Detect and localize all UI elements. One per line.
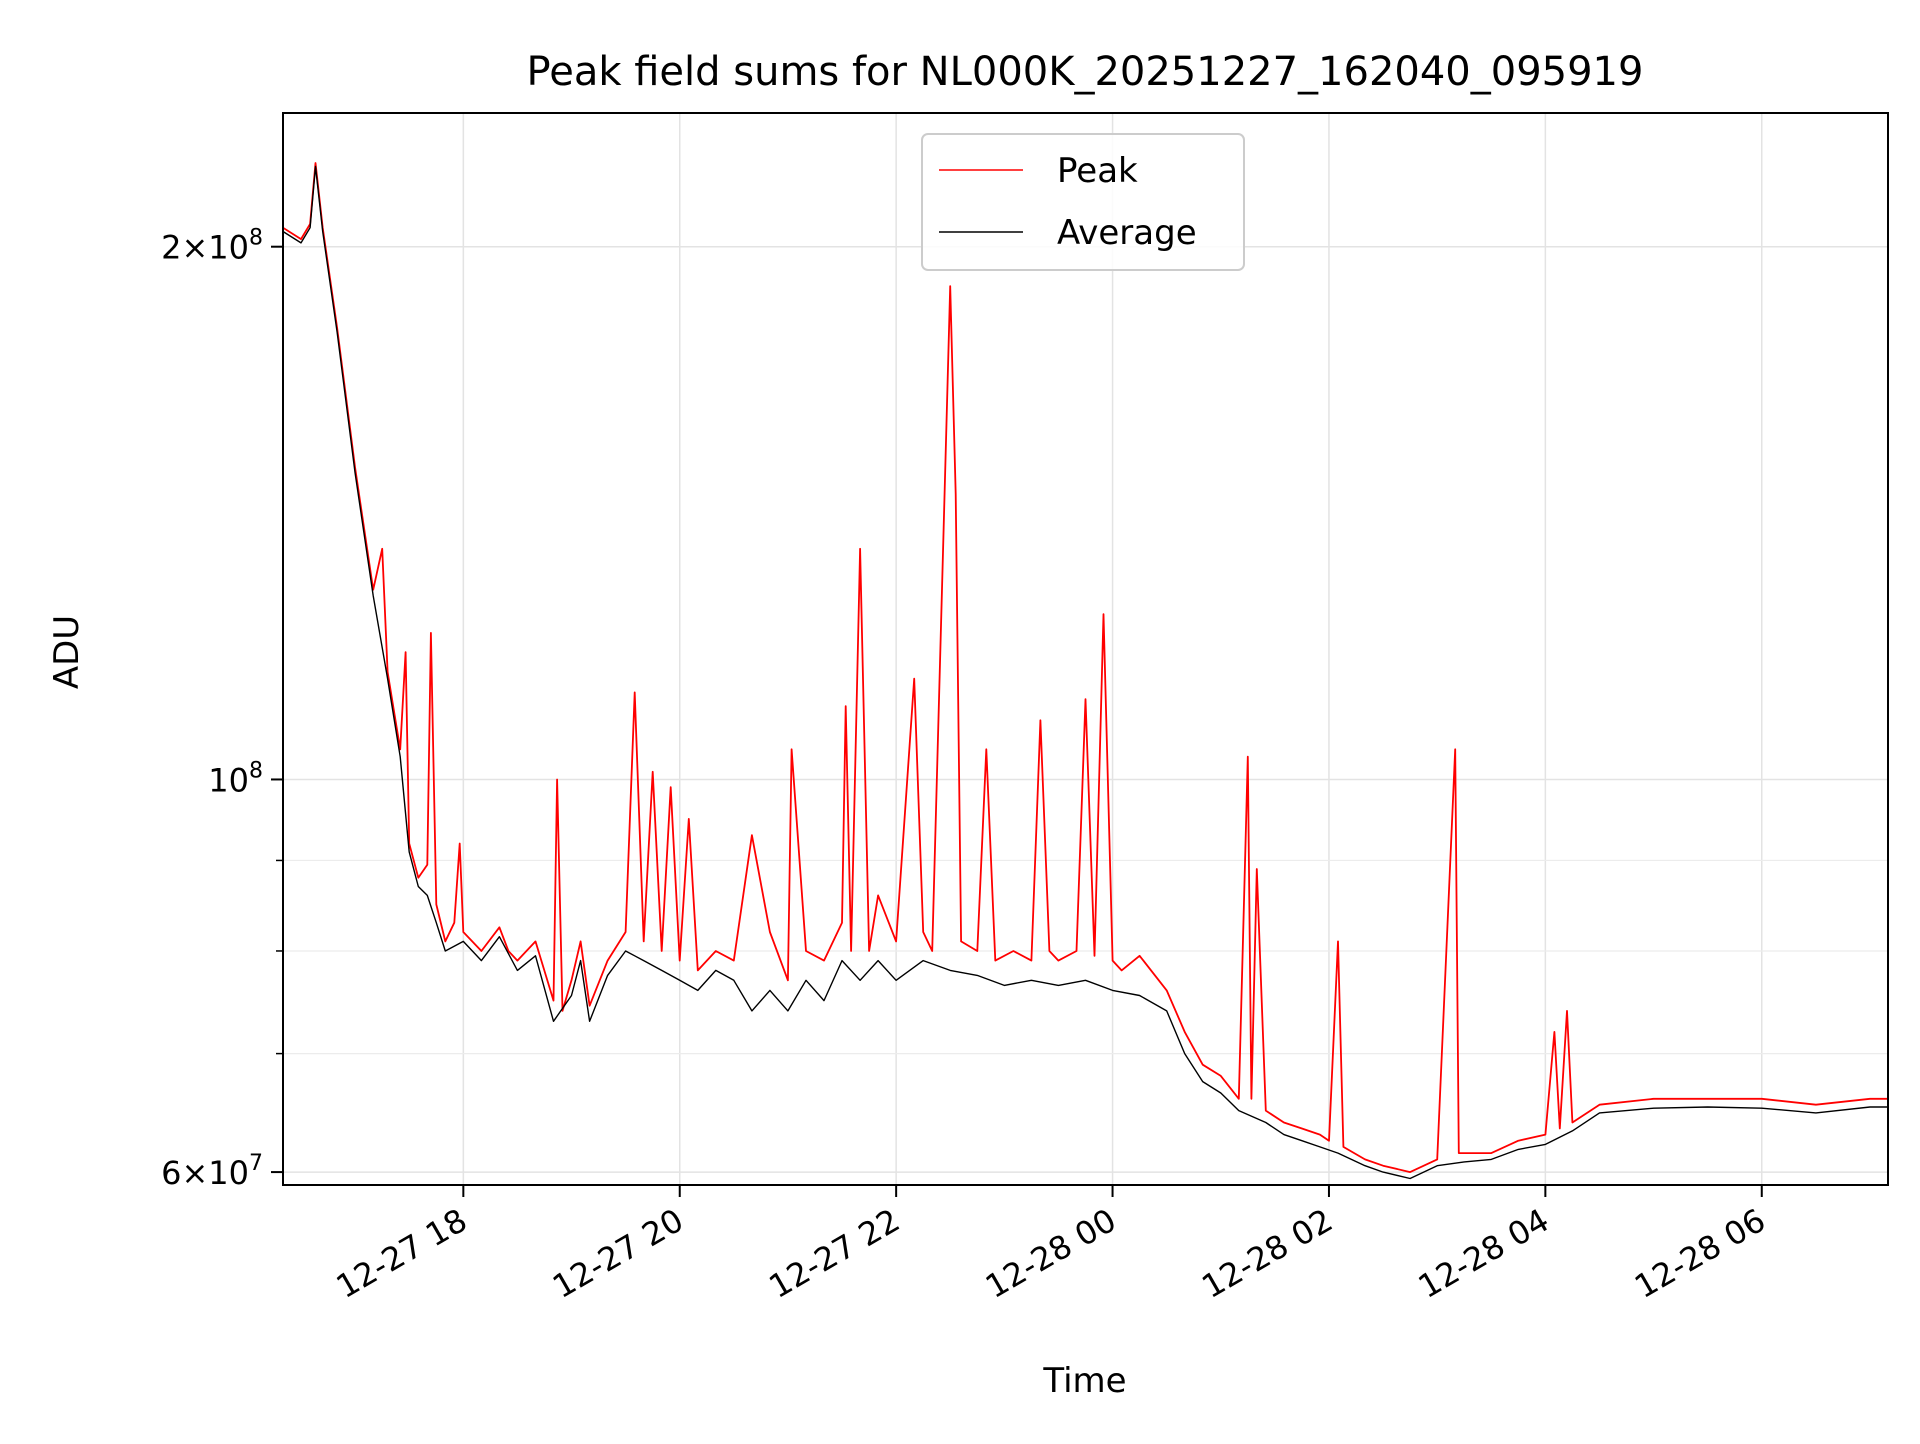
x-tick-label: 12-27 20 (546, 1201, 690, 1306)
y-tick-label: 108 (208, 758, 263, 799)
axes-frame (282, 112, 1889, 1186)
x-tick-label: 12-27 22 (763, 1201, 907, 1306)
chart-title: Peak field sums for NL000K_20251227_1620… (527, 49, 1644, 95)
x-tick-label: 12-28 06 (1628, 1201, 1772, 1306)
x-axis-label: Time (1042, 1361, 1126, 1401)
legend-average-label: Average (1057, 213, 1197, 253)
x-tick-label: 12-27 18 (330, 1201, 474, 1306)
x-axis-ticks: 12-27 18 12-27 20 12-27 22 12-28 00 12-28 02… (330, 1185, 1772, 1306)
legend-peak-label: Peak (1057, 151, 1138, 191)
y-tick-label: 6×107 (161, 1151, 263, 1192)
plot-area (283, 162, 1888, 1180)
legend-box (921, 133, 1245, 271)
series-line-average (283, 165, 1888, 1180)
x-tick-label: 12-28 00 (979, 1201, 1123, 1306)
y-axis-label: ADU (47, 615, 87, 689)
grid (283, 113, 1888, 1185)
series-line-peak (283, 162, 1888, 1173)
x-tick-label: 12-28 02 (1195, 1201, 1339, 1306)
y-axis-ticks: 6×107 108 2×108 (161, 226, 283, 1192)
legend: Peak Average (921, 133, 1245, 271)
x-tick-label: 12-28 04 (1412, 1201, 1556, 1306)
y-tick-label: 2×108 (161, 226, 263, 267)
